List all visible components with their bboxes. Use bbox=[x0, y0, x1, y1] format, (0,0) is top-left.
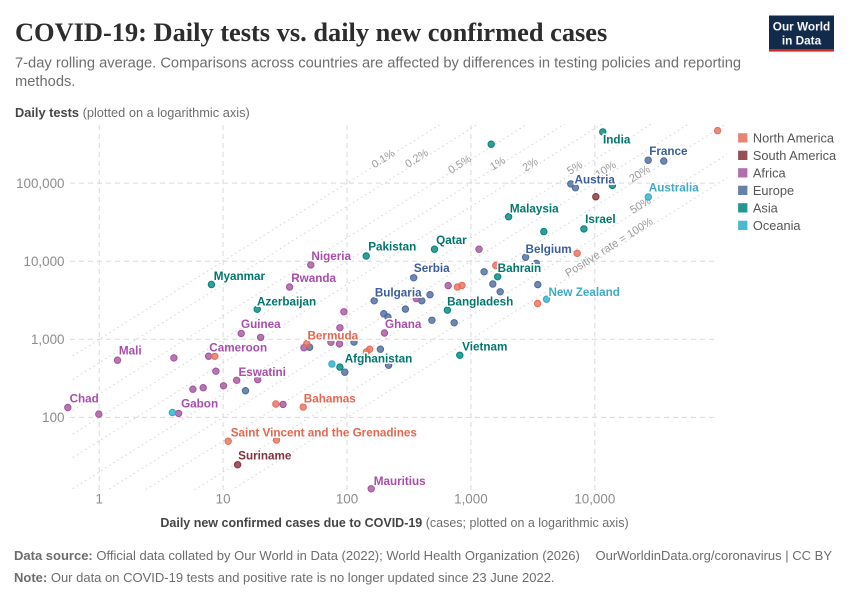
svg-text:Bermuda: Bermuda bbox=[307, 329, 358, 342]
svg-text:100: 100 bbox=[336, 492, 358, 507]
svg-text:Ghana: Ghana bbox=[385, 318, 422, 331]
svg-text:100,000: 100,000 bbox=[16, 176, 64, 191]
svg-text:10,000: 10,000 bbox=[574, 492, 615, 507]
svg-text:7-day rolling average. Compari: 7-day rolling average. Comparisons acros… bbox=[15, 56, 741, 72]
svg-text:Suriname: Suriname bbox=[238, 450, 292, 463]
svg-text:Note: Our data on COVID-19 tes: Note: Our data on COVID-19 tests and pos… bbox=[14, 570, 555, 585]
svg-text:Our World: Our World bbox=[773, 19, 830, 33]
svg-text:1: 1 bbox=[95, 492, 102, 507]
svg-text:Nigeria: Nigeria bbox=[311, 250, 351, 263]
svg-text:Israel: Israel bbox=[585, 213, 616, 226]
svg-text:Bangladesh: Bangladesh bbox=[447, 295, 513, 308]
svg-text:France: France bbox=[649, 145, 688, 158]
svg-text:Bahamas: Bahamas bbox=[304, 392, 356, 405]
svg-text:Australia: Australia bbox=[649, 182, 700, 195]
svg-text:Mali: Mali bbox=[119, 345, 142, 358]
svg-text:Chad: Chad bbox=[70, 392, 99, 405]
svg-text:Myanmar: Myanmar bbox=[214, 270, 266, 283]
svg-text:10,000: 10,000 bbox=[24, 254, 65, 269]
svg-text:Oceania: Oceania bbox=[753, 218, 802, 233]
svg-text:India: India bbox=[603, 133, 631, 146]
svg-text:Guinea: Guinea bbox=[241, 318, 281, 331]
svg-text:Mauritius: Mauritius bbox=[374, 475, 426, 488]
svg-text:North America: North America bbox=[753, 130, 835, 145]
svg-text:Rwanda: Rwanda bbox=[291, 272, 336, 285]
svg-text:1,000: 1,000 bbox=[454, 492, 488, 507]
svg-text:100: 100 bbox=[42, 410, 64, 425]
svg-text:Gabon: Gabon bbox=[181, 397, 218, 410]
svg-text:Data source: Official data col: Data source: Official data collated by O… bbox=[14, 548, 580, 563]
svg-text:Qatar: Qatar bbox=[436, 234, 467, 247]
svg-text:Austria: Austria bbox=[575, 173, 616, 186]
svg-text:Asia: Asia bbox=[753, 200, 779, 215]
svg-text:Malaysia: Malaysia bbox=[510, 202, 559, 215]
svg-text:Afghanistan: Afghanistan bbox=[345, 353, 413, 366]
svg-text:Eswatini: Eswatini bbox=[238, 366, 285, 379]
svg-text:in Data: in Data bbox=[782, 33, 822, 47]
svg-text:Pakistan: Pakistan bbox=[368, 240, 416, 253]
svg-text:1,000: 1,000 bbox=[31, 332, 65, 347]
svg-text:Africa: Africa bbox=[753, 165, 787, 180]
svg-text:Vietnam: Vietnam bbox=[462, 340, 507, 353]
svg-text:Belgium: Belgium bbox=[526, 243, 572, 256]
svg-text:Daily tests (plotted on a loga: Daily tests (plotted on a logarithmic ax… bbox=[15, 105, 250, 120]
svg-text:Europe: Europe bbox=[753, 183, 794, 198]
svg-text:Cameroon: Cameroon bbox=[209, 342, 267, 355]
svg-text:New Zealand: New Zealand bbox=[548, 286, 619, 299]
svg-text:Daily new confirmed cases due: Daily new confirmed cases due to COVID-1… bbox=[160, 516, 628, 530]
svg-text:South America: South America bbox=[753, 148, 837, 163]
svg-text:Azerbaijan: Azerbaijan bbox=[257, 295, 316, 308]
svg-text:10: 10 bbox=[216, 492, 231, 507]
svg-text:Bahrain: Bahrain bbox=[498, 262, 542, 275]
svg-text:OurWorldinData.org/coronavirus: OurWorldinData.org/coronavirus | CC BY bbox=[595, 548, 832, 563]
svg-text:COVID-19: Daily tests vs. dail: COVID-19: Daily tests vs. daily new conf… bbox=[15, 17, 607, 47]
svg-text:Saint Vincent and the Grenadin: Saint Vincent and the Grenadines bbox=[231, 427, 418, 440]
svg-text:methods.: methods. bbox=[15, 74, 75, 90]
svg-text:Bulgaria: Bulgaria bbox=[375, 286, 422, 299]
svg-text:Serbia: Serbia bbox=[414, 262, 450, 275]
